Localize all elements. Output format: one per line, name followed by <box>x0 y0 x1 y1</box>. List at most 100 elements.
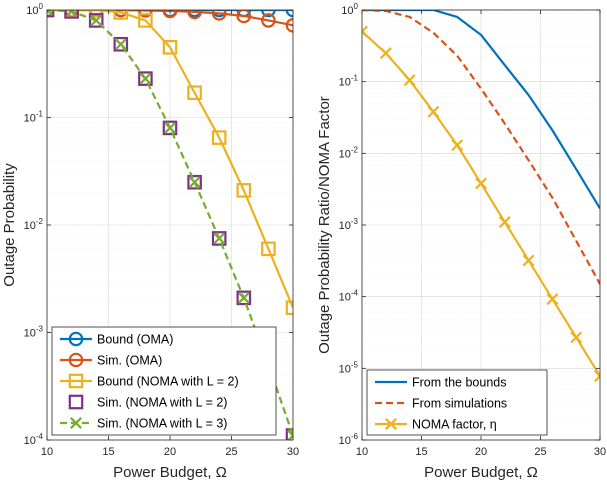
data-point <box>261 241 276 257</box>
legend-entry: Bound (OMA) <box>60 331 173 347</box>
x-tick-label: 10 <box>41 446 53 458</box>
x-tick-label: 25 <box>534 446 546 458</box>
series-line <box>362 10 600 210</box>
data-point <box>236 290 252 306</box>
y-tick-label: 100 <box>26 2 43 17</box>
y-tick-label: 10-5 <box>339 360 359 375</box>
data-point <box>451 139 464 152</box>
data-point <box>475 177 487 190</box>
legend-marker <box>68 352 84 368</box>
data-point <box>64 10 79 19</box>
x-tick-label: 15 <box>415 446 427 458</box>
y-tick-label: 10-3 <box>339 217 359 232</box>
legend-label: Sim. (NOMA with L = 3) <box>97 417 227 431</box>
data-point <box>261 10 276 18</box>
data-point <box>570 331 583 344</box>
y-tick-label: 10-2 <box>24 217 44 232</box>
data-point <box>287 429 293 440</box>
data-point <box>162 10 178 19</box>
data-point <box>113 10 129 18</box>
series-group <box>362 10 600 383</box>
data-point <box>362 25 368 38</box>
data-point <box>113 36 129 52</box>
data-point <box>213 232 226 245</box>
data-point <box>237 291 250 304</box>
legend-entry: From the bounds <box>375 376 507 390</box>
ticks: 10 15 20 25 30 100 10-1 10-2 10-3 10-4 <box>24 2 300 458</box>
legend-marker <box>68 373 84 389</box>
legend: Bound (OMA) Sim. (OMA) Bound (NOMA with L … <box>51 326 277 436</box>
legend-marker <box>68 394 84 410</box>
y-tick-label: 10-1 <box>24 110 44 125</box>
data-point <box>211 130 227 145</box>
data-point <box>162 39 178 55</box>
data-point <box>65 10 78 18</box>
data-point <box>211 10 227 21</box>
series-3 <box>47 10 293 316</box>
data-point <box>88 10 104 18</box>
x-tick-label: 15 <box>102 446 114 458</box>
data-point <box>138 10 153 18</box>
series-4 <box>47 10 293 440</box>
data-point <box>88 13 104 28</box>
data-point <box>187 174 202 190</box>
data-point <box>113 10 129 20</box>
x-tick-label: 10 <box>356 446 368 458</box>
y-axis-title: Outage Probability <box>1 163 18 287</box>
legend-marker <box>385 418 397 430</box>
data-point <box>47 10 53 16</box>
legend-entry: Sim. (NOMA with L = 2) <box>68 394 227 410</box>
data-point <box>138 13 153 28</box>
data-point <box>261 13 276 28</box>
data-point <box>211 231 227 246</box>
ticks: 10 15 20 25 30 100 10-1 10-2 10-3 10-4 10-5 10-6 <box>339 2 607 458</box>
series-1 <box>362 10 600 210</box>
legend-entry: Sim. (OMA) <box>60 352 162 368</box>
data-point <box>522 254 535 267</box>
data-point <box>379 47 392 60</box>
y-tick-label: 10-2 <box>339 145 359 160</box>
series-3 <box>362 25 600 383</box>
legend-label: Bound (OMA) <box>97 333 173 347</box>
data-point <box>114 38 127 51</box>
data-point <box>498 216 511 229</box>
legend-marker <box>68 331 84 347</box>
data-point <box>187 85 202 101</box>
data-point <box>594 370 600 383</box>
series-2 <box>362 10 600 285</box>
legend-label: Bound (NOMA with L = 2) <box>97 375 239 389</box>
x-axis-title: Power Budget, Ω <box>424 464 538 481</box>
data-point <box>162 120 178 136</box>
data-point <box>403 74 416 87</box>
y-tick-label: 10-4 <box>24 432 44 447</box>
series-line <box>362 10 600 285</box>
right-ratio-noma-factor-chart: 10 15 20 25 30 100 10-1 10-2 10-3 10-4 10-5 10-6 Pow… <box>316 2 606 481</box>
data-point <box>211 10 227 18</box>
x-tick-label: 30 <box>594 446 606 458</box>
data-point <box>546 293 559 306</box>
data-point <box>236 10 252 24</box>
left-outage-probability-chart: 10 15 20 25 30 100 10-1 10-2 10-3 10-4 Power Budge… <box>1 2 299 481</box>
legend-entry: NOMA factor, η <box>375 418 497 432</box>
legend-label: Sim. (NOMA with L = 2) <box>97 396 227 410</box>
legend: From the bounds From simulations NOMA fact… <box>366 369 548 436</box>
legend-entry: Sim. (NOMA with L = 3) <box>60 417 227 431</box>
legend-entry: From simulations <box>375 397 507 411</box>
x-tick-label: 30 <box>287 446 299 458</box>
data-point <box>64 10 79 18</box>
x-tick-label: 25 <box>225 446 237 458</box>
data-point <box>236 183 252 198</box>
x-axis-title: Power Budget, Ω <box>113 464 227 481</box>
y-tick-label: 10-3 <box>24 325 44 340</box>
x-tick-label: 20 <box>475 446 487 458</box>
data-point <box>187 10 202 20</box>
legend-marker <box>70 417 82 429</box>
y-tick-label: 10-4 <box>339 289 359 304</box>
legend-entry: Bound (NOMA with L = 2) <box>60 373 239 389</box>
legend-label: NOMA factor, η <box>412 418 497 432</box>
y-tick-label: 10-6 <box>339 432 359 447</box>
legend-label: From simulations <box>412 397 507 411</box>
data-point <box>188 176 201 189</box>
y-tick-label: 100 <box>341 2 358 17</box>
